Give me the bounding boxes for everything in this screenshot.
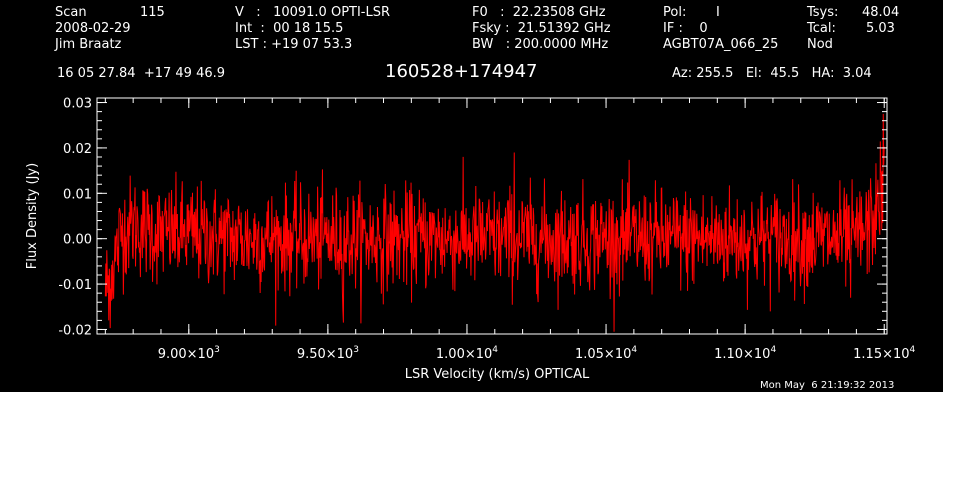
y-axis-label: Flux Density (Jy) (25, 163, 40, 269)
lst-info: LST : +19 07 53.3 (235, 37, 353, 52)
tcal-label: Tcal: (807, 21, 836, 36)
pol-label: Pol: (663, 5, 687, 20)
tsys-value: 48.04 (862, 5, 900, 20)
x-axis-label: LSR Velocity (km/s) OPTICAL (405, 367, 590, 382)
spectrum-chart: 9.00×103 9.50×103 1.00×104 1.05×104 1.10×104… (25, 97, 916, 382)
az-el-ha: Az: 255.5 El: 45.5 HA: 3.04 (672, 66, 872, 81)
source-coordinates: 16 05 27.84 +17 49 46.9 (57, 66, 226, 81)
observer-name: Jim Braatz (55, 37, 122, 52)
obs-mode: Nod (807, 37, 833, 52)
integration-time: Int : 00 18 15.5 (235, 21, 344, 36)
if-info: IF : 0 (663, 21, 708, 36)
scan-value: 115 (140, 5, 165, 20)
scan-label: Scan (55, 5, 87, 20)
x-tick-label: 1.15×104 (853, 345, 915, 362)
project-id: AGBT07A_066_25 (663, 37, 779, 52)
fsky-info: Fsky : 21.51392 GHz (472, 21, 611, 36)
footer-timestamp: Mon May 6 21:19:32 2013 (760, 380, 895, 391)
x-tick-label: 9.50×103 (297, 345, 359, 362)
pol-value: I (716, 5, 720, 20)
y-tick-label: 0.02 (63, 142, 92, 157)
y-tick-label: 0.00 (63, 233, 92, 248)
bandwidth-info: BW : 200.0000 MHz (472, 37, 609, 52)
y-tick-label: -0.02 (58, 323, 92, 338)
plot-panel: Scan 115 V : 10091.0 OPTI-LSR F0 : 22.23… (0, 0, 943, 392)
velocity-info: V : 10091.0 OPTI-LSR (235, 5, 391, 20)
f0-info: F0 : 22.23508 GHz (472, 5, 606, 20)
x-tick-label: 1.00×104 (436, 345, 498, 362)
spectrum-line (104, 113, 885, 332)
tsys-label: Tsys: (807, 5, 839, 20)
x-tick-label: 9.00×103 (158, 345, 220, 362)
observation-date: 2008-02-29 (55, 21, 131, 36)
source-name: 160528+174947 (385, 61, 538, 82)
x-tick-label: 1.05×104 (575, 345, 637, 362)
y-tick-label: -0.01 (58, 278, 92, 293)
tcal-value: 5.03 (866, 21, 895, 36)
y-tick-label: 0.01 (63, 187, 92, 202)
x-tick-label: 1.10×104 (714, 345, 776, 362)
y-tick-label: 0.03 (63, 97, 92, 112)
plot-frame (96, 97, 888, 335)
